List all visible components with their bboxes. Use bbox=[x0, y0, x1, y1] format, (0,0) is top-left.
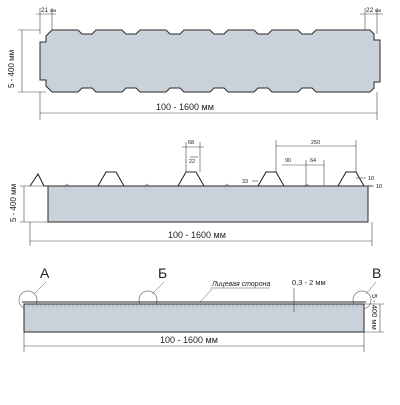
wall-panel-section: 21 мм 22 мм 5 - 400 мм 100 - 1600 мм bbox=[7, 7, 383, 120]
dim-33: 33 bbox=[242, 179, 248, 185]
roof-panel-core bbox=[47, 185, 369, 223]
label-b: Б bbox=[158, 265, 167, 281]
leader-v bbox=[365, 281, 377, 295]
roof-panel-section: 68 22 250 90 64 33 10 10 5 - 400 мм 100 … bbox=[9, 140, 382, 246]
width-label: 100 - 1600 мм bbox=[168, 230, 226, 240]
label-a: А bbox=[40, 265, 50, 281]
roof-panel-top-skin bbox=[29, 171, 372, 187]
width-label: 100 - 1600 мм bbox=[156, 102, 214, 112]
label-v: В bbox=[372, 265, 381, 281]
dim-68: 68 bbox=[188, 140, 194, 146]
face-side-leader bbox=[199, 288, 213, 303]
dim-10a: 10 bbox=[368, 176, 374, 182]
left-joint-dim: 21 bbox=[41, 7, 49, 14]
roof-panel-minor-ribs bbox=[63, 183, 311, 187]
thickness-label: 5 - 400 мм bbox=[370, 294, 379, 330]
skin-thickness-label: 0,3 - 2 мм bbox=[292, 278, 326, 287]
right-joint-dim: 22 bbox=[366, 7, 374, 14]
wall-panel-body bbox=[39, 29, 381, 93]
face-side-label: Лицевая сторона bbox=[211, 281, 270, 288]
leader-a bbox=[33, 281, 47, 295]
dim-90: 90 bbox=[285, 158, 291, 164]
dim-22: 22 bbox=[189, 159, 195, 165]
flat-panel-body bbox=[23, 303, 365, 333]
thickness-label: 5 - 400 мм bbox=[9, 184, 18, 222]
thickness-label: 5 - 400 мм bbox=[7, 50, 16, 88]
dim-10b: 10 bbox=[376, 184, 382, 190]
width-label: 100 - 1600 мм bbox=[160, 335, 218, 345]
flat-panel-section: А Б В Лицевая сторона 0,3 - 2 мм 5 - 400… bbox=[18, 265, 384, 352]
right-joint-unit: мм bbox=[375, 8, 381, 13]
dim-250: 250 bbox=[311, 140, 320, 146]
dim-64: 64 bbox=[310, 158, 316, 164]
left-joint-unit: мм bbox=[50, 8, 56, 13]
leader-b bbox=[151, 281, 165, 295]
